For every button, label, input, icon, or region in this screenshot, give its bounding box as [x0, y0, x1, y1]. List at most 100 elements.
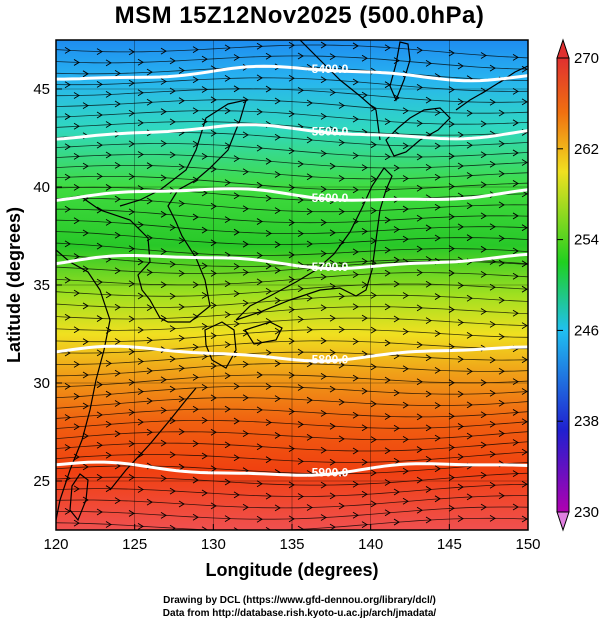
- wind-arrow: [242, 430, 249, 437]
- wind-arrow: [457, 483, 464, 491]
- wind-arrow: [402, 401, 409, 409]
- wind-arrow: [416, 83, 423, 91]
- wind-arrow: [466, 141, 473, 149]
- wind-arrow: [192, 46, 199, 54]
- wind-arrow: [402, 497, 409, 505]
- wind-arrow: [434, 142, 441, 150]
- wind-arrow: [402, 235, 409, 243]
- wind-arrow: [96, 381, 103, 389]
- wind-arrow: [265, 526, 272, 530]
- wind-arrow: [416, 269, 423, 276]
- wind-arrow: [402, 467, 409, 475]
- wind-arrow: [370, 207, 377, 215]
- wind-arrow: [224, 441, 231, 449]
- contour-label: 5900.0: [312, 466, 349, 480]
- wind-arrow: [224, 405, 231, 413]
- wind-arrow: [466, 367, 473, 375]
- wind-arrow: [352, 338, 359, 345]
- wind-arrow: [178, 303, 185, 311]
- wind-arrow: [169, 151, 176, 159]
- wind-arrow: [489, 514, 496, 522]
- wind-arrow: [361, 521, 368, 528]
- wind-arrow: [306, 294, 313, 302]
- wind-arrow: [416, 153, 423, 161]
- wind-arrow: [288, 306, 295, 313]
- wind-arrow: [370, 436, 377, 444]
- wind-arrow: [352, 152, 359, 159]
- wind-arrow: [329, 314, 336, 322]
- colorbar-min-arrow: [556, 511, 570, 532]
- colorbar: 230 238 246 254 262 270: [556, 38, 599, 532]
- wind-arrow: [434, 173, 441, 181]
- wind-arrow: [265, 230, 272, 237]
- wind-arrow: [448, 152, 455, 160]
- wind-arrow: [338, 398, 345, 406]
- wind-arrow: [521, 159, 528, 166]
- wind-arrow: [242, 394, 249, 402]
- wind-arrow: [448, 444, 455, 451]
- wind-arrow: [233, 417, 240, 425]
- wind-arrow: [361, 227, 368, 235]
- wind-arrow: [393, 424, 400, 432]
- wind-arrow: [192, 405, 199, 413]
- wind-arrow: [521, 65, 528, 73]
- wind-arrow: [425, 60, 432, 67]
- wind-arrow: [338, 174, 345, 182]
- wind-arrow: [416, 341, 423, 349]
- y-tick-label: 45: [33, 81, 50, 98]
- wind-arrow: [512, 272, 519, 280]
- wind-arrow: [521, 98, 528, 106]
- wind-arrow: [73, 217, 80, 225]
- wind-arrow: [137, 326, 144, 334]
- wind-arrow: [146, 336, 153, 344]
- wind-arrow: [137, 292, 144, 300]
- wind-arrow: [416, 46, 423, 54]
- wind-arrow: [82, 102, 89, 109]
- wind-arrow: [425, 224, 432, 232]
- wind-arrow: [96, 111, 103, 119]
- wind-arrow: [210, 362, 217, 370]
- wind-arrow: [384, 303, 391, 311]
- wind-arrow: [114, 267, 121, 275]
- y-axis-ticks: 25 30 35 40 45: [33, 81, 62, 490]
- wind-arrow: [265, 419, 272, 426]
- wind-arrow: [361, 257, 368, 265]
- wind-arrow: [306, 136, 313, 144]
- wind-arrow: [329, 259, 336, 267]
- wind-arrow: [352, 303, 359, 311]
- wind-arrow: [128, 245, 135, 253]
- wind-arrow: [224, 74, 231, 82]
- wind-arrow: [160, 475, 167, 482]
- wind-arrow: [338, 208, 345, 215]
- wind-arrow: [160, 140, 167, 147]
- contour-labels: 5400.0 5500.0 5600.0 5700.0 5800.0 5900.0: [312, 62, 349, 479]
- wind-arrow: [480, 503, 487, 511]
- wind-arrow: [480, 471, 487, 479]
- wind-arrow: [128, 140, 135, 148]
- wind-arrow: [192, 440, 199, 447]
- wind-arrow: [434, 367, 441, 374]
- wind-arrow: [64, 276, 71, 284]
- wind-arrow: [114, 70, 121, 77]
- wind-arrow: [489, 64, 496, 72]
- wind-arrow: [73, 59, 80, 66]
- wind-arrow: [128, 280, 135, 288]
- wind-arrow: [137, 151, 144, 158]
- wind-arrow: [498, 259, 505, 267]
- wind-arrow: [512, 503, 519, 511]
- wind-arrow: [210, 239, 217, 247]
- wind-arrow: [393, 164, 400, 172]
- wind-arrow: [338, 102, 345, 109]
- wind-arrow: [114, 497, 121, 505]
- colorbar-tick-label: 254: [574, 232, 599, 249]
- wind-arrow: [384, 509, 391, 517]
- wind-arrow: [169, 260, 176, 268]
- wind-arrow: [256, 181, 263, 189]
- wind-arrow: [274, 241, 281, 248]
- wind-arrow: [416, 304, 423, 312]
- wind-arrow: [466, 234, 473, 242]
- wind-arrow: [210, 165, 217, 173]
- wind-arrow: [448, 49, 455, 57]
- wind-arrow: [352, 271, 359, 279]
- wind-arrow: [160, 248, 167, 255]
